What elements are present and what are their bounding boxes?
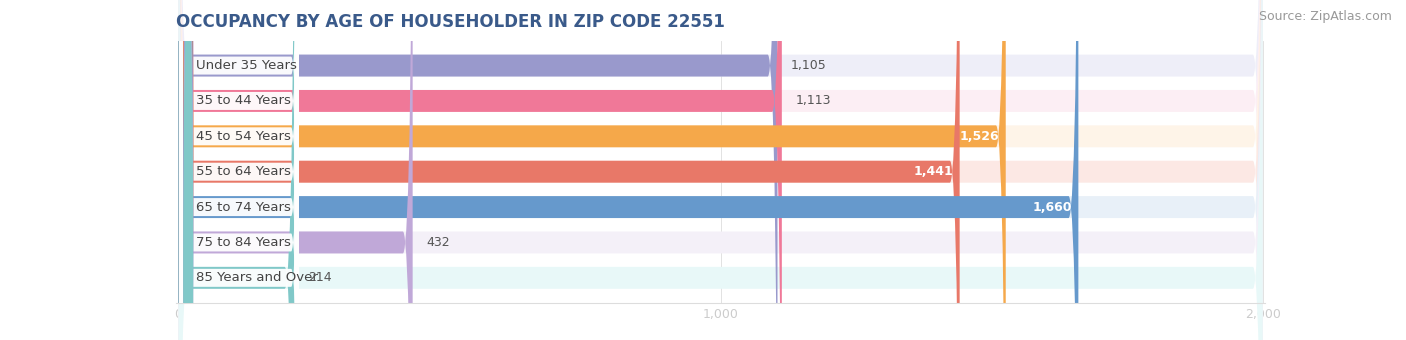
FancyBboxPatch shape (179, 0, 1263, 340)
Text: 35 to 44 Years: 35 to 44 Years (195, 95, 291, 107)
FancyBboxPatch shape (179, 0, 294, 340)
Circle shape (184, 0, 193, 340)
Text: 1,105: 1,105 (792, 59, 827, 72)
Circle shape (184, 0, 193, 340)
Text: 45 to 54 Years: 45 to 54 Years (195, 130, 291, 143)
FancyBboxPatch shape (180, 0, 299, 340)
FancyBboxPatch shape (179, 0, 1263, 340)
Text: OCCUPANCY BY AGE OF HOUSEHOLDER IN ZIP CODE 22551: OCCUPANCY BY AGE OF HOUSEHOLDER IN ZIP C… (176, 13, 724, 31)
Text: 65 to 74 Years: 65 to 74 Years (195, 201, 291, 214)
FancyBboxPatch shape (179, 0, 1263, 340)
FancyBboxPatch shape (180, 0, 299, 340)
Circle shape (184, 0, 193, 340)
Text: 1,660: 1,660 (1032, 201, 1071, 214)
Circle shape (184, 0, 193, 340)
FancyBboxPatch shape (180, 0, 299, 340)
Circle shape (184, 0, 193, 340)
Text: 55 to 64 Years: 55 to 64 Years (195, 165, 291, 178)
FancyBboxPatch shape (179, 0, 778, 340)
FancyBboxPatch shape (180, 0, 299, 340)
Text: 1,113: 1,113 (796, 95, 831, 107)
FancyBboxPatch shape (180, 0, 299, 340)
Text: 1,441: 1,441 (914, 165, 953, 178)
Text: 432: 432 (426, 236, 450, 249)
FancyBboxPatch shape (179, 0, 1263, 340)
Circle shape (184, 0, 193, 340)
Text: 214: 214 (308, 271, 332, 284)
Text: Source: ZipAtlas.com: Source: ZipAtlas.com (1258, 10, 1392, 23)
Text: 1,526: 1,526 (960, 130, 1000, 143)
FancyBboxPatch shape (179, 0, 1005, 340)
Text: 75 to 84 Years: 75 to 84 Years (195, 236, 291, 249)
Circle shape (184, 0, 193, 340)
FancyBboxPatch shape (179, 0, 1263, 340)
FancyBboxPatch shape (179, 0, 412, 340)
Text: Under 35 Years: Under 35 Years (195, 59, 297, 72)
FancyBboxPatch shape (179, 0, 960, 340)
FancyBboxPatch shape (180, 0, 299, 340)
FancyBboxPatch shape (179, 0, 1263, 340)
Text: 85 Years and Over: 85 Years and Over (195, 271, 318, 284)
FancyBboxPatch shape (179, 0, 1263, 340)
FancyBboxPatch shape (179, 0, 1078, 340)
FancyBboxPatch shape (179, 0, 782, 340)
FancyBboxPatch shape (180, 0, 299, 340)
